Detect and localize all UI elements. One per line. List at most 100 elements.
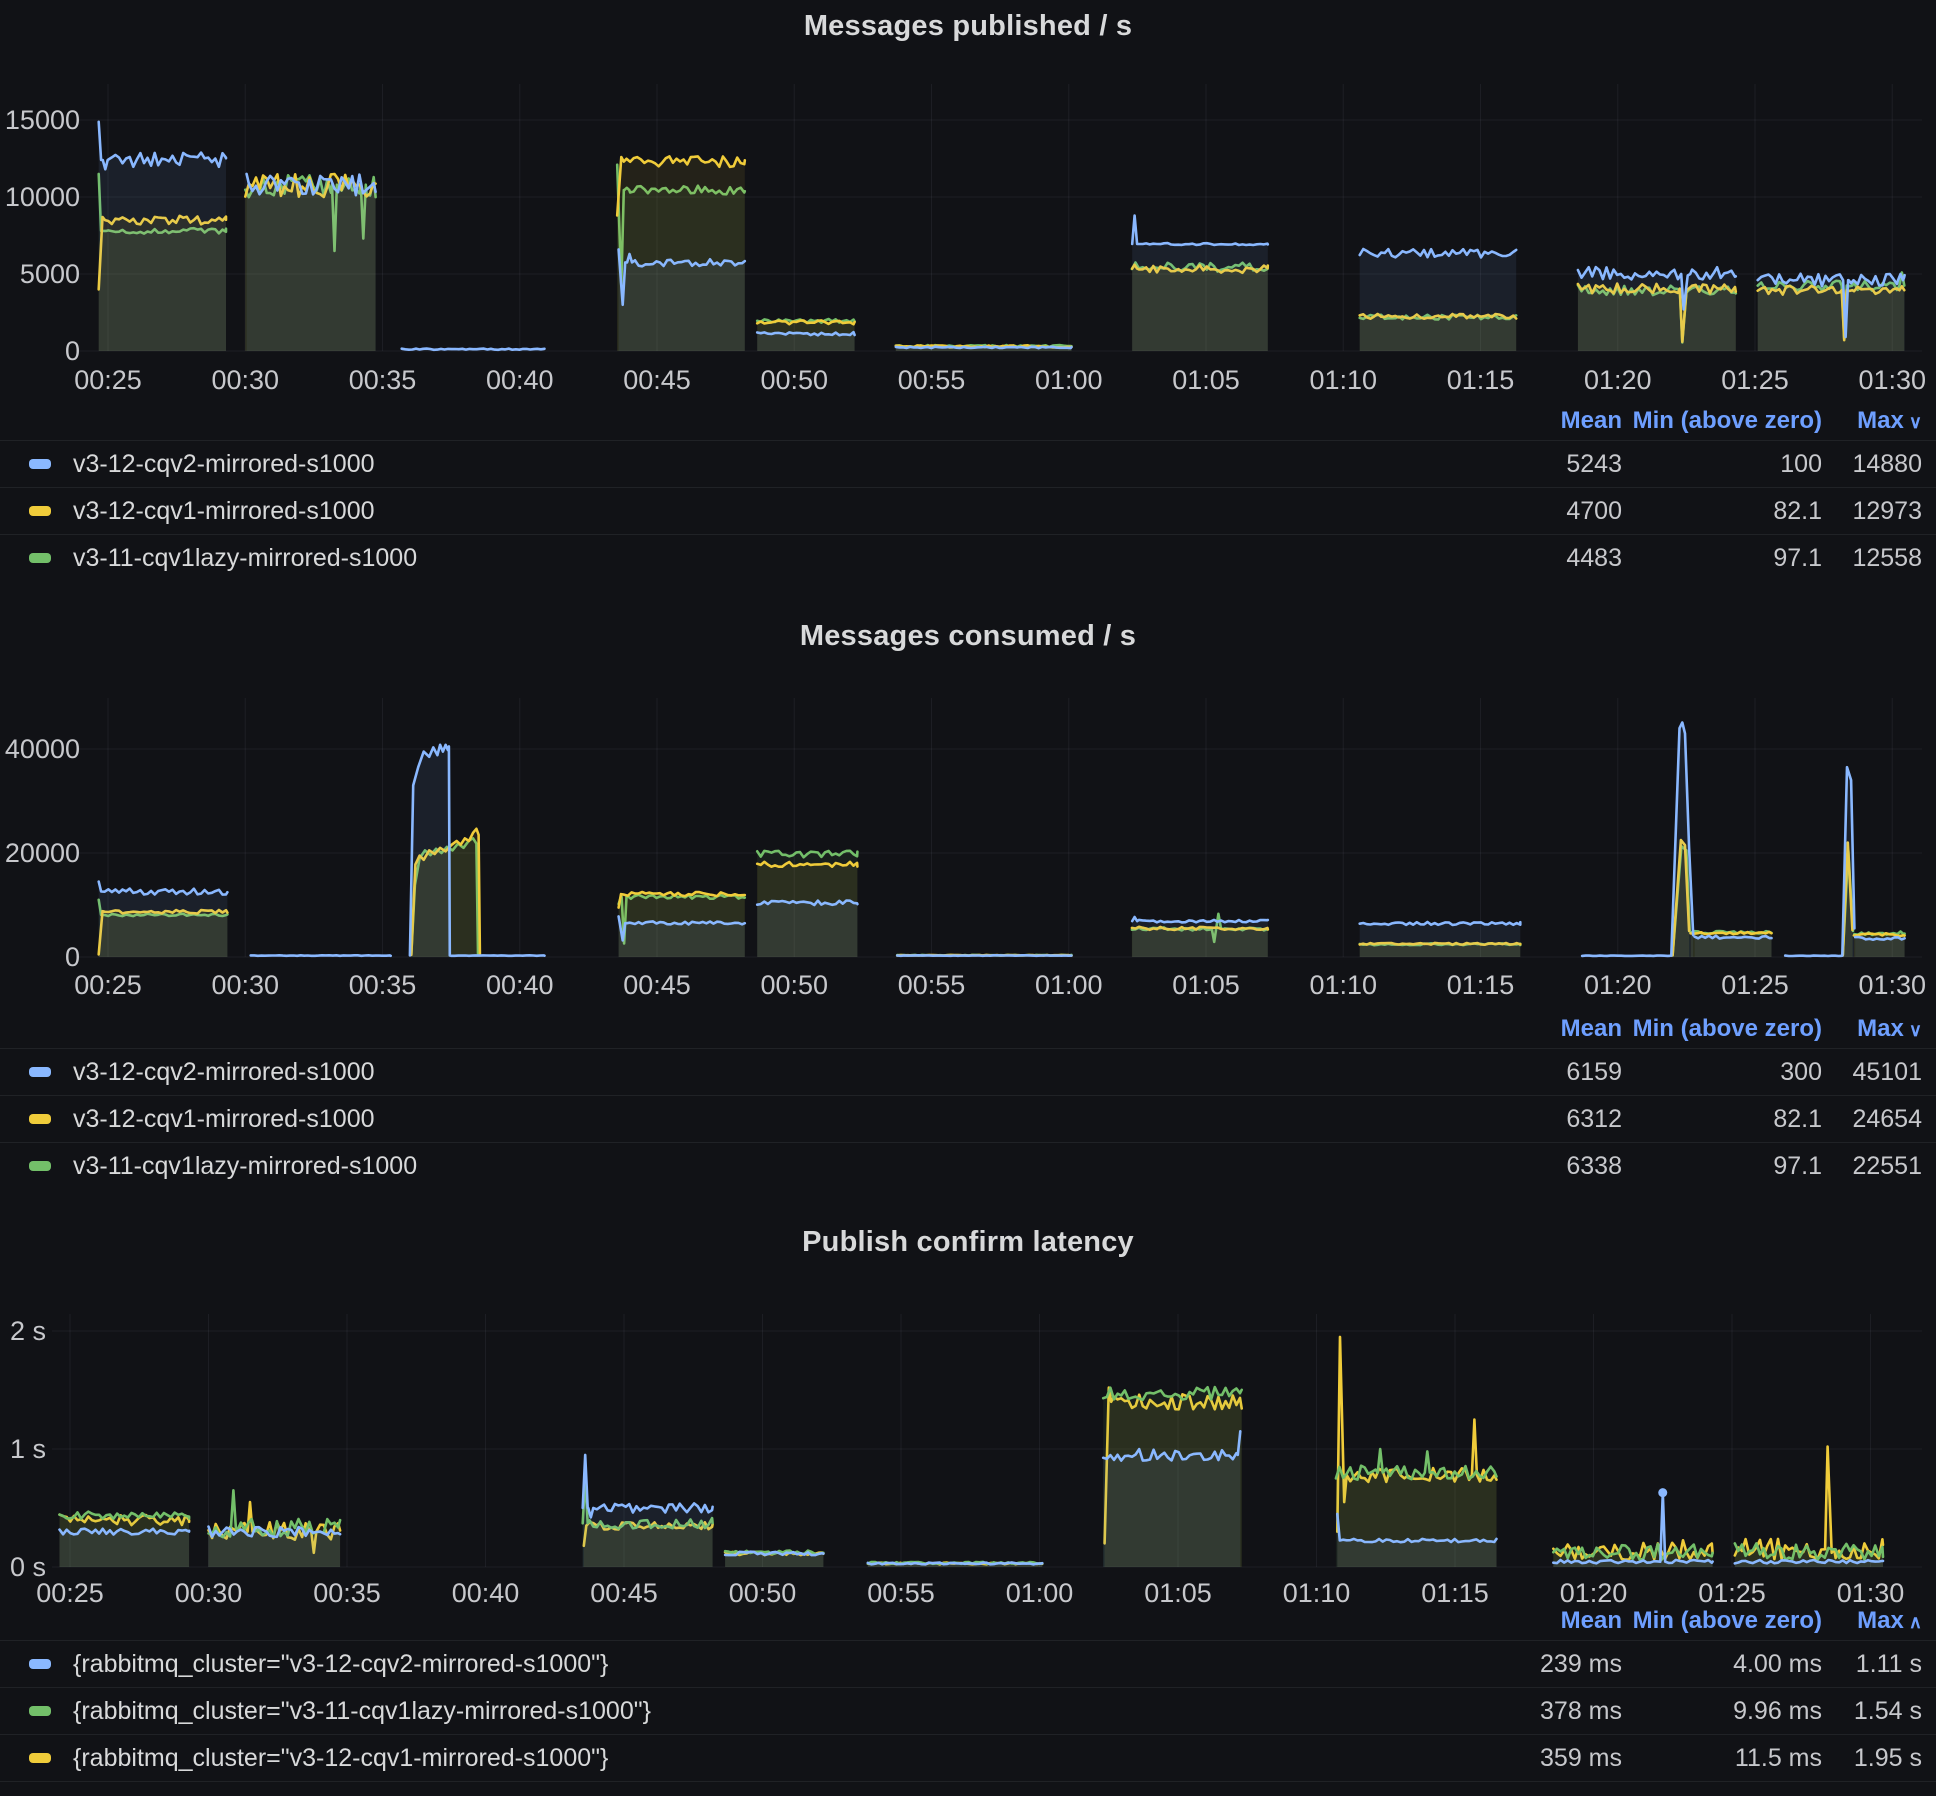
series-area-fill	[618, 916, 745, 957]
x-axis-tick-label: 01:15	[1421, 1578, 1489, 1608]
series-area-fill	[59, 1528, 190, 1567]
series-area-fill	[98, 910, 228, 957]
legend-value-mean: 5243	[1566, 449, 1622, 478]
legend-header-mean[interactable]: Mean	[1560, 407, 1622, 434]
legend-series-label[interactable]: {rabbitmq_cluster="v3-12-cqv2-mirrored-s…	[73, 1649, 609, 1678]
series-line	[1576, 282, 1738, 344]
legend-value-max: 24654	[1852, 1104, 1922, 1133]
series-line	[1130, 263, 1270, 275]
x-axis-tick-label: 00:45	[623, 365, 691, 395]
series-area-fill	[409, 744, 450, 957]
series-line	[1552, 1542, 1714, 1562]
x-axis-tick-label: 01:05	[1172, 970, 1240, 1000]
series-area-fill	[617, 156, 745, 351]
y-axis-tick-label: 15000	[5, 105, 80, 135]
series-area-fill	[1337, 1513, 1497, 1567]
series-area-fill	[618, 249, 745, 351]
series-color-swatch[interactable]	[29, 553, 51, 563]
series-line	[615, 155, 747, 217]
legend-header-max[interactable]: Max ∧	[1857, 1607, 1922, 1634]
y-axis-tick-label: 1 s	[10, 1434, 46, 1464]
legend-series-label[interactable]: v3-12-cqv1-mirrored-s1000	[73, 1104, 375, 1133]
legend-series-label[interactable]: v3-11-cqv1lazy-mirrored-s1000	[73, 543, 418, 572]
series-color-swatch[interactable]	[29, 506, 51, 516]
series-area-fill	[411, 838, 478, 957]
series-line	[1130, 214, 1270, 247]
legend-series-label[interactable]: v3-12-cqv1-mirrored-s1000	[73, 496, 375, 525]
series-line	[245, 172, 377, 197]
series-line	[895, 954, 1073, 958]
series-area-fill	[1757, 273, 1905, 351]
series-color-swatch[interactable]	[29, 1161, 51, 1171]
legend-series-label[interactable]: v3-11-cqv1lazy-mirrored-s1000	[73, 1151, 418, 1180]
gridlines	[76, 698, 1922, 958]
series-color-swatch[interactable]	[29, 1067, 51, 1077]
series-lines	[97, 120, 1906, 352]
legend-value-min: 97.1	[1773, 1151, 1822, 1180]
series-line	[1733, 1445, 1885, 1561]
series-area-fill	[757, 320, 855, 351]
series-lines	[58, 1335, 1885, 1567]
legend-series-label[interactable]: v3-12-cqv2-mirrored-s1000	[73, 449, 375, 478]
series-area-fill	[1103, 1431, 1241, 1567]
series-area-fill	[98, 121, 226, 351]
x-axis-tick-label: 01:30	[1837, 1578, 1905, 1608]
series-area-fill	[98, 215, 226, 351]
legend-header-min[interactable]: Min (above zero)	[1632, 1607, 1822, 1634]
series-area-fill	[757, 319, 855, 351]
series-color-swatch[interactable]	[29, 1114, 51, 1124]
series-area-fill	[1132, 917, 1268, 957]
legend-header-min[interactable]: Min (above zero)	[1632, 407, 1822, 434]
series-area-fill	[1757, 272, 1905, 351]
legend-series-label[interactable]: {rabbitmq_cluster="v3-12-cqv1-mirrored-s…	[73, 1743, 609, 1772]
legend-series-label[interactable]: v3-12-cqv2-mirrored-s1000	[73, 1057, 375, 1086]
legend-value-min: 97.1	[1773, 543, 1822, 572]
series-line	[207, 1525, 342, 1539]
legend-value-mean: 6159	[1566, 1057, 1622, 1086]
legend-value-mean: 359 ms	[1540, 1743, 1622, 1772]
y-axis-tick-label: 10000	[5, 182, 80, 212]
x-axis-tick-label: 01:00	[1035, 365, 1103, 395]
series-line	[58, 1510, 191, 1521]
legend-header-max[interactable]: Max ∨	[1857, 1015, 1922, 1042]
series-line	[58, 1527, 191, 1536]
series-area-fill	[1337, 1336, 1497, 1567]
y-axis-tick-label: 0	[65, 336, 80, 366]
legend-series: {rabbitmq_cluster="v3-12-cqv2-mirrored-s…	[29, 1650, 1452, 1679]
legend-header-mean[interactable]: Mean	[1560, 1015, 1622, 1042]
series-color-swatch[interactable]	[29, 1753, 51, 1763]
x-axis-tick-label: 01:30	[1858, 970, 1926, 1000]
legend-row: {rabbitmq_cluster="v3-11-cqv1lazy-mirror…	[0, 1687, 1936, 1734]
legend-header-max[interactable]: Max ∨	[1857, 407, 1922, 434]
series-area-fill	[757, 861, 858, 957]
sort-caret-icon: ∨	[1903, 1020, 1922, 1040]
x-axis-tick-label: 00:30	[211, 365, 279, 395]
legend-header-min[interactable]: Min (above zero)	[1632, 1015, 1822, 1042]
series-line	[408, 743, 452, 957]
series-line	[1103, 1386, 1243, 1545]
panel-title-messages-published: Messages published / s	[803, 10, 1133, 42]
legend-header-mean[interactable]: Mean	[1560, 1607, 1622, 1634]
series-area-fill	[757, 850, 858, 957]
series-line	[1671, 838, 1691, 957]
legend-series-label[interactable]: {rabbitmq_cluster="v3-11-cqv1lazy-mirror…	[73, 1696, 651, 1725]
y-axis-tick-label: 20000	[5, 838, 80, 868]
series-color-swatch[interactable]	[29, 459, 51, 469]
series-color-swatch[interactable]	[29, 1659, 51, 1669]
series-line	[1336, 1512, 1498, 1544]
legend-value-min: 82.1	[1773, 496, 1822, 525]
legend-value-min: 100	[1780, 449, 1822, 478]
x-axis-tick-label: 01:25	[1698, 1578, 1766, 1608]
x-axis-tick-label: 00:35	[313, 1578, 381, 1608]
series-line	[249, 954, 392, 958]
axis-labels: 0 20000 40000 00:25 00:30 00:35 00:40 00:45 00:5…	[5, 734, 1926, 1000]
x-axis-tick-label: 00:40	[486, 970, 554, 1000]
legend-table-latency: Mean Min (above zero) Max ∧ {rabbitmq_clust…	[0, 1602, 1936, 1782]
series-area-fill	[1757, 286, 1905, 351]
x-axis-tick-label: 00:35	[349, 365, 417, 395]
series-area-fill	[1671, 722, 1694, 957]
series-color-swatch[interactable]	[29, 1706, 51, 1716]
x-axis-tick-label: 01:00	[1035, 970, 1103, 1000]
